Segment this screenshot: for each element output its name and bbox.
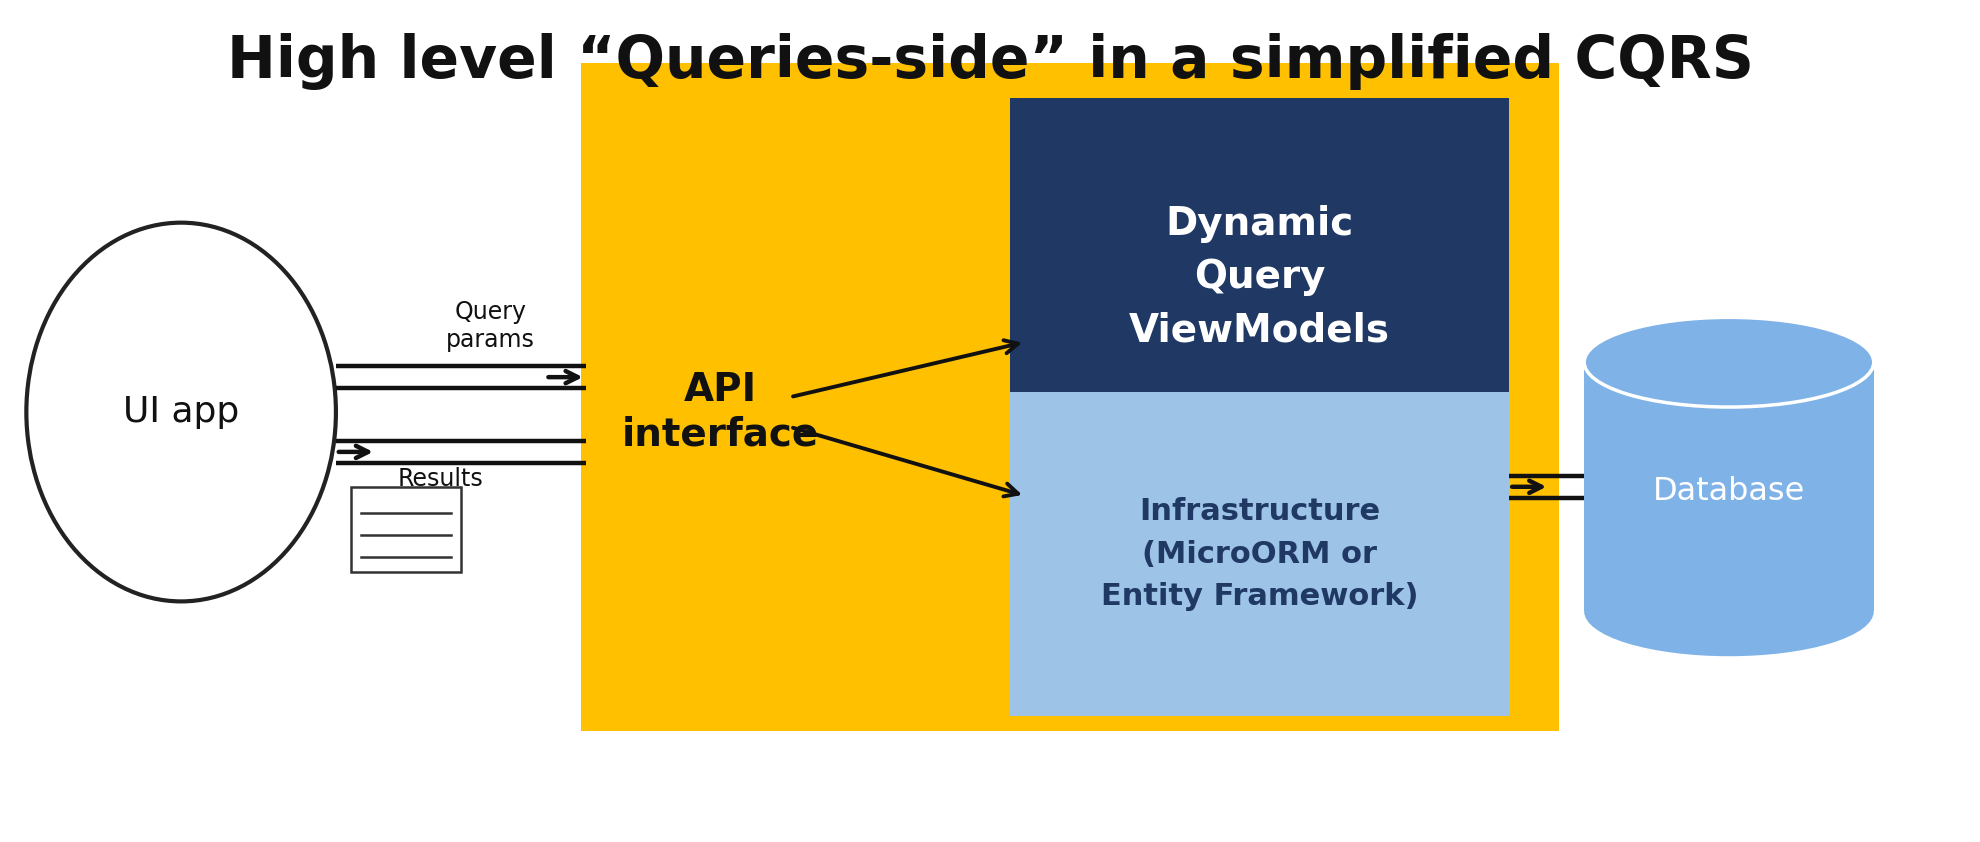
Text: Infrastructure
(MicroORM or
Entity Framework): Infrastructure (MicroORM or Entity Frame… [1101,497,1418,611]
Text: Results: Results [398,466,483,491]
Text: API
interface: API interface [622,371,818,453]
Ellipse shape [1584,317,1873,407]
Ellipse shape [26,222,337,601]
Text: High level “Queries-side” in a simplified CQRS: High level “Queries-side” in a simplifie… [228,34,1752,90]
FancyBboxPatch shape [1010,392,1509,716]
Text: Database: Database [1651,477,1804,507]
FancyBboxPatch shape [1010,98,1509,457]
Ellipse shape [1584,567,1873,656]
FancyBboxPatch shape [350,487,461,572]
Text: Dynamic
Query
ViewModels: Dynamic Query ViewModels [1129,205,1390,349]
FancyBboxPatch shape [1584,362,1873,611]
FancyBboxPatch shape [580,63,1558,731]
Text: Query
params: Query params [446,301,535,352]
Text: UI app: UI app [123,395,240,429]
